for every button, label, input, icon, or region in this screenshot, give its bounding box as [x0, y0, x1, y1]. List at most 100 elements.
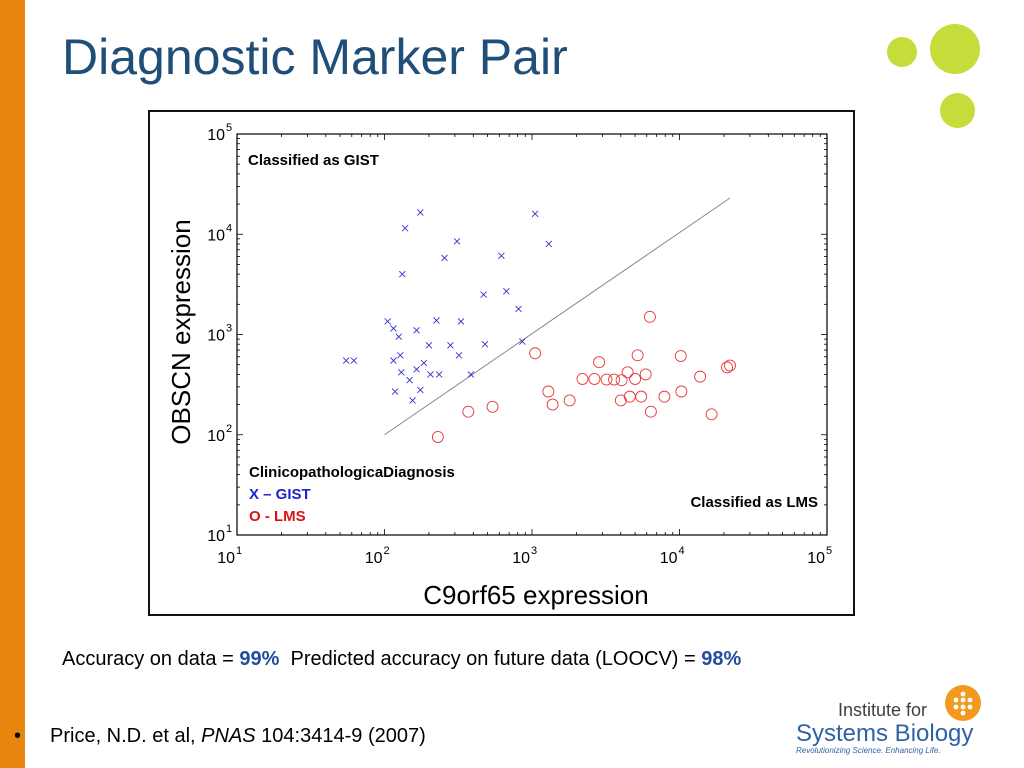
citation-bullet: • — [14, 725, 22, 747]
dots-pattern — [953, 691, 973, 716]
x-tick-exponent: 5 — [826, 545, 832, 557]
decorative-circle-small — [887, 37, 917, 67]
decorative-circle-large — [930, 24, 980, 74]
gist-point-marker — [453, 238, 461, 245]
x-tick-exponent: 1 — [236, 545, 242, 557]
slide-title: Diagnostic Marker Pair — [62, 29, 568, 85]
x-tick-base: 10 — [807, 550, 825, 567]
x-tick-exponent: 3 — [531, 545, 537, 557]
gist-point-marker — [498, 252, 505, 260]
gist-point-marker — [503, 287, 510, 295]
gist-point-marker — [467, 371, 475, 378]
lms-point-marker — [674, 350, 687, 362]
loocv-value: 98% — [701, 648, 742, 670]
lms-point-marker — [694, 370, 707, 383]
points-layer — [342, 209, 736, 443]
y-tick-base: 10 — [207, 127, 225, 144]
gist-point-marker — [480, 291, 487, 298]
scatter-plot: 10 1 10 2 10 3 10 4 10 510 110 210 310 410 5 Classifie… — [166, 122, 832, 610]
lms-point-marker — [631, 349, 644, 362]
gist-point-marker — [409, 397, 416, 404]
gist-point-marker — [455, 351, 463, 359]
gist-point-marker — [390, 357, 397, 364]
accuracy-prefix: Accuracy on data = — [62, 648, 240, 670]
accuracy-value: 99% — [239, 648, 280, 670]
gist-point-marker — [391, 388, 399, 395]
lms-point-marker — [576, 373, 589, 385]
decision-boundary-line — [384, 197, 731, 436]
gist-point-marker — [457, 318, 465, 325]
lms-point-marker — [588, 373, 601, 385]
x-tick-label: 10 2 — [365, 545, 390, 567]
gist-point-marker — [515, 305, 522, 313]
gist-point-marker — [413, 327, 420, 334]
legend-title: ClinicopathologicaDiagnosis — [249, 464, 455, 481]
gist-point-marker — [417, 209, 424, 216]
gist-point-marker — [390, 325, 397, 332]
gist-point-marker — [406, 376, 413, 384]
citation-journal: PNAS — [201, 725, 256, 747]
gist-point-marker — [350, 357, 358, 364]
chart-frame: 10 1 10 2 10 3 10 4 10 5 10 1 10 2 10 3 10 4 10 5 Classifie… — [148, 110, 855, 616]
lms-point-marker — [462, 405, 475, 418]
citation-authors: Price, N.D. et al, — [50, 725, 202, 747]
lms-point-marker — [529, 347, 542, 360]
lms-point-marker — [608, 373, 621, 386]
gist-point-marker — [545, 240, 553, 248]
x-tick-exponent: 2 — [384, 545, 390, 557]
isb-logo: Institute for Systems Biology Revolution… — [796, 684, 981, 758]
legend-gist: X – GIST — [249, 486, 311, 503]
x-tick-label: 10 5 — [807, 545, 832, 567]
gist-point-marker — [396, 351, 404, 359]
lms-point-marker — [658, 390, 671, 403]
lms-point-marker — [593, 356, 606, 369]
citation: Price, N.D. et al, PNAS 104:3414-9 (2007… — [50, 725, 426, 748]
y-tick-exponent: 1 — [226, 523, 232, 535]
x-tick-label: 10 3 — [512, 545, 537, 567]
y-tick-label: 10 3 — [207, 323, 232, 345]
lms-point-marker — [615, 374, 628, 387]
lms-point-marker — [675, 385, 688, 398]
y-tick-exponent: 3 — [226, 323, 232, 335]
lms-point-marker — [600, 373, 613, 386]
y-tick-base: 10 — [207, 428, 225, 445]
lms-point-marker — [621, 366, 634, 379]
y-tick-label: 10 5 — [207, 122, 232, 144]
lms-point-marker — [721, 361, 733, 374]
y-tick-base: 10 — [207, 227, 225, 244]
gist-point-marker — [342, 357, 350, 364]
y-axis-title: OBSCN expression — [166, 219, 196, 444]
annotation-lms-region: Classified as LMS — [690, 494, 818, 511]
gist-point-marker — [433, 317, 440, 324]
gist-point-marker — [397, 368, 405, 376]
x-tick-base: 10 — [660, 550, 678, 567]
ticks-layer: 10 1 10 2 10 3 10 4 10 510 110 210 310 410 5 — [207, 122, 832, 567]
y-tick-exponent: 2 — [226, 423, 232, 435]
lms-point-marker — [724, 359, 736, 372]
gist-point-marker — [401, 224, 409, 232]
gist-point-marker — [425, 341, 433, 349]
gist-point-marker — [417, 386, 424, 394]
y-tick-base: 10 — [207, 528, 225, 545]
lms-point-marker — [635, 390, 648, 403]
lms-point-marker — [629, 373, 642, 385]
lms-point-marker — [486, 400, 499, 413]
y-tick-exponent: 4 — [226, 222, 232, 234]
gist-point-marker — [519, 338, 526, 345]
x-tick-base: 10 — [512, 550, 530, 567]
lms-point-marker — [542, 385, 555, 398]
lms-point-marker — [623, 390, 636, 403]
x-axis-title: C9orf65 expression — [423, 580, 648, 610]
citation-details: 104:3414-9 (2007) — [255, 725, 426, 747]
gist-point-marker — [398, 270, 406, 278]
gist-point-marker — [481, 340, 489, 348]
gist-point-marker — [395, 333, 403, 341]
annotation-gist-region: Classified as GIST — [248, 152, 379, 169]
logo-line1: Institute for — [838, 700, 928, 720]
legend-lms: O - LMS — [249, 508, 306, 525]
y-tick-label: 10 2 — [207, 423, 232, 445]
gist-point-marker — [413, 365, 420, 373]
accuracy-summary: Accuracy on data = 99% Predicted accurac… — [62, 648, 741, 671]
x-tick-exponent: 4 — [679, 545, 685, 557]
x-tick-base: 10 — [217, 550, 235, 567]
